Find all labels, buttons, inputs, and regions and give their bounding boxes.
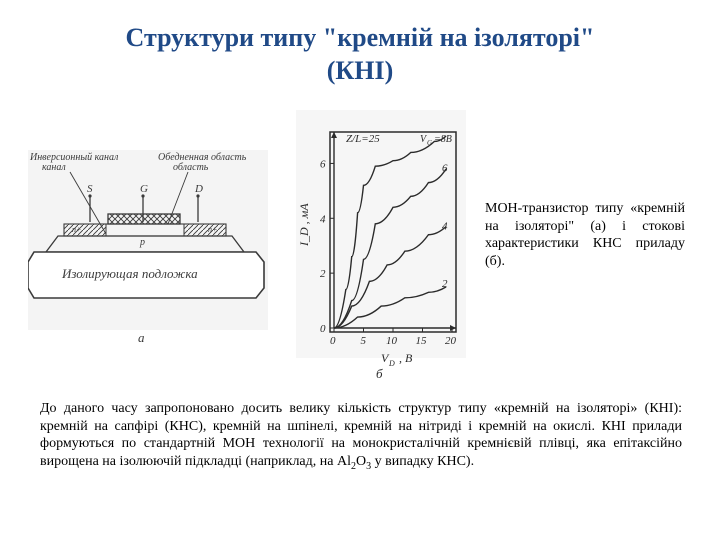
svg-text:0: 0 xyxy=(320,323,326,335)
svg-text:n+: n+ xyxy=(72,225,81,234)
svg-text:0: 0 xyxy=(330,335,336,347)
para-after: у випадку КНС). xyxy=(371,454,474,469)
title-line2: (КНІ) xyxy=(327,56,394,85)
svg-text:4: 4 xyxy=(442,220,448,232)
svg-text:D: D xyxy=(194,183,203,195)
svg-text:2: 2 xyxy=(442,278,448,290)
svg-text:, В: , В xyxy=(399,351,413,365)
svg-text:I_D , мA: I_D , мA xyxy=(297,203,311,247)
formula-sub-1: 2 xyxy=(351,460,356,471)
svg-text:=8В: =8В xyxy=(434,134,452,145)
svg-text:Z/L=25: Z/L=25 xyxy=(346,133,380,145)
svg-text:6: 6 xyxy=(442,163,448,175)
svg-text:5: 5 xyxy=(361,335,367,347)
figure-b-iv-graph: 051015200246VD, ВI_D , мAZ/L=25VG=8В642б xyxy=(296,110,466,390)
body-paragraph: До даного часу запропоновано досить вели… xyxy=(40,400,682,473)
figure-a-cross-section: Инверсионный каналканалОбедненная област… xyxy=(28,150,268,350)
svg-text:4: 4 xyxy=(320,213,326,225)
page-title: Структури типу "кремній на ізоляторі" (К… xyxy=(0,22,720,87)
svg-text:20: 20 xyxy=(445,335,457,347)
svg-text:канал: канал xyxy=(42,162,66,173)
svg-text:10: 10 xyxy=(386,335,398,347)
figure-caption: МОН-транзистор типу «кремній на ізолятор… xyxy=(485,200,685,270)
para-before: До даного часу запропоновано досить вели… xyxy=(40,401,682,469)
svg-text:D: D xyxy=(388,359,395,368)
svg-text:б: б xyxy=(376,366,383,381)
caption-text: МОН-транзистор типу «кремній на ізолятор… xyxy=(485,201,685,269)
svg-text:G: G xyxy=(140,183,148,195)
svg-text:6: 6 xyxy=(320,158,326,170)
svg-text:15: 15 xyxy=(416,335,428,347)
svg-text:S: S xyxy=(87,183,93,195)
title-line1: Структури типу "кремній на ізоляторі" xyxy=(126,23,595,52)
svg-text:Изолирующая подложка: Изолирующая подложка xyxy=(61,266,198,281)
svg-text:а: а xyxy=(138,330,145,345)
svg-text:2: 2 xyxy=(320,268,326,280)
svg-text:p: p xyxy=(139,237,145,248)
svg-text:n+: n+ xyxy=(208,225,217,234)
svg-text:область: область xyxy=(173,162,209,173)
